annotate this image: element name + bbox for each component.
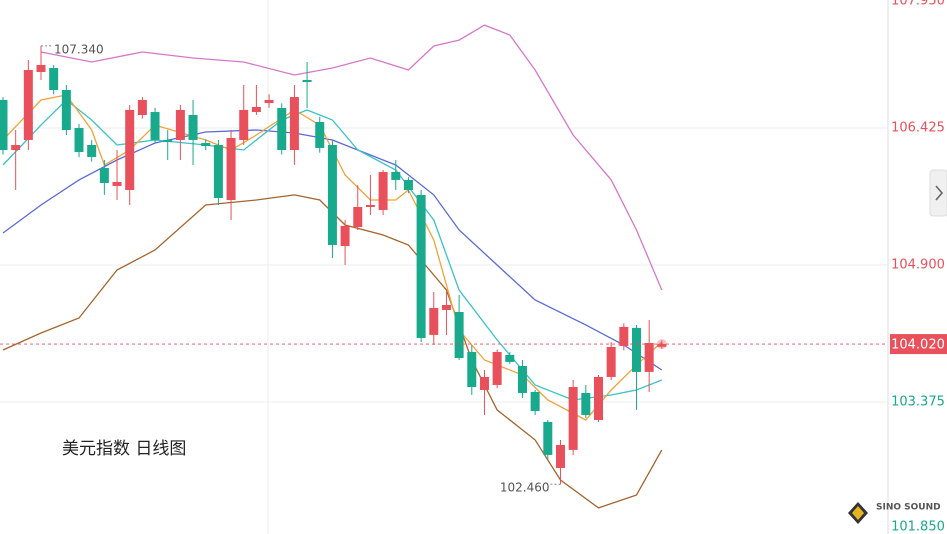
candle-body (467, 351, 477, 388)
candle-body (340, 225, 350, 247)
candle-body (593, 376, 603, 420)
chevron-icon[interactable] (935, 185, 944, 201)
candle-body (454, 312, 464, 359)
indicator-line (2, 129, 663, 371)
candle-body (606, 346, 616, 377)
current-price-label: 104.020 (891, 338, 945, 353)
candle-body (289, 97, 299, 151)
candle-body (555, 444, 565, 468)
candle-body (441, 305, 451, 310)
candle-body (353, 206, 363, 228)
candle-body (163, 139, 173, 143)
candle-body (11, 144, 21, 151)
candle-body (188, 114, 198, 140)
candle-body (632, 327, 641, 372)
watermark: SINO SOUND (848, 502, 941, 524)
candle-body (99, 167, 109, 184)
candle-body (23, 69, 33, 140)
indicator-line (2, 194, 663, 509)
indicator-line (2, 99, 663, 401)
candle-body (365, 205, 375, 207)
candle-body (150, 112, 160, 140)
candle-body (619, 326, 629, 346)
candle-body (277, 107, 287, 151)
candle-body (251, 106, 261, 113)
candle-body (568, 387, 578, 450)
candle-body (517, 366, 527, 393)
candle-body (87, 144, 97, 157)
candles (0, 45, 667, 485)
candle-body (657, 344, 667, 347)
candle-body (302, 79, 312, 83)
candle-body (403, 179, 413, 191)
candle-body (429, 307, 439, 335)
candle-body (61, 90, 71, 130)
candle-body (530, 391, 540, 412)
candle-body (264, 99, 274, 104)
expand-button-bg[interactable] (929, 169, 947, 217)
y-tick-label: 107.950 (891, 0, 945, 9)
candle-body (479, 376, 489, 390)
candle-body (201, 143, 211, 146)
candle-body (327, 144, 337, 245)
y-tick-label: 101.850 (891, 520, 945, 534)
candle-body (213, 144, 223, 199)
indicator-lines (2, 24, 663, 509)
candle-body (137, 99, 147, 115)
y-tick-label: 106.425 (891, 121, 945, 136)
candle-body (416, 194, 426, 338)
candle-body (0, 99, 8, 151)
indicator-line (40, 24, 663, 291)
y-tick-label: 103.375 (891, 395, 945, 410)
current-price-box (890, 334, 947, 355)
candle-body (112, 182, 122, 186)
candle-body (644, 343, 654, 372)
y-tick-label: 104.900 (891, 258, 945, 273)
candle-body (239, 109, 249, 140)
candle-body (74, 128, 84, 153)
candle-body (543, 421, 553, 455)
candle-body (315, 122, 325, 148)
candle-body (378, 171, 388, 210)
chart-title: 美元指数 日线图 (62, 439, 186, 459)
current-price-dot (656, 339, 667, 350)
logo-icon-inner (852, 506, 864, 520)
candle-body (226, 137, 236, 200)
candle-body (125, 109, 135, 191)
high-label: 107.340 (54, 42, 104, 56)
candle-body (175, 109, 185, 140)
watermark-text: SINO SOUND (876, 503, 941, 513)
candle-body (391, 171, 401, 180)
expand-button[interactable] (929, 169, 947, 217)
candle-body (49, 68, 59, 91)
low-label: 102.460 (500, 481, 550, 495)
candle-body (492, 351, 502, 385)
grid (0, 127, 888, 403)
candle-body (36, 64, 46, 72)
candle-body (505, 354, 515, 362)
candle-body (581, 392, 591, 415)
